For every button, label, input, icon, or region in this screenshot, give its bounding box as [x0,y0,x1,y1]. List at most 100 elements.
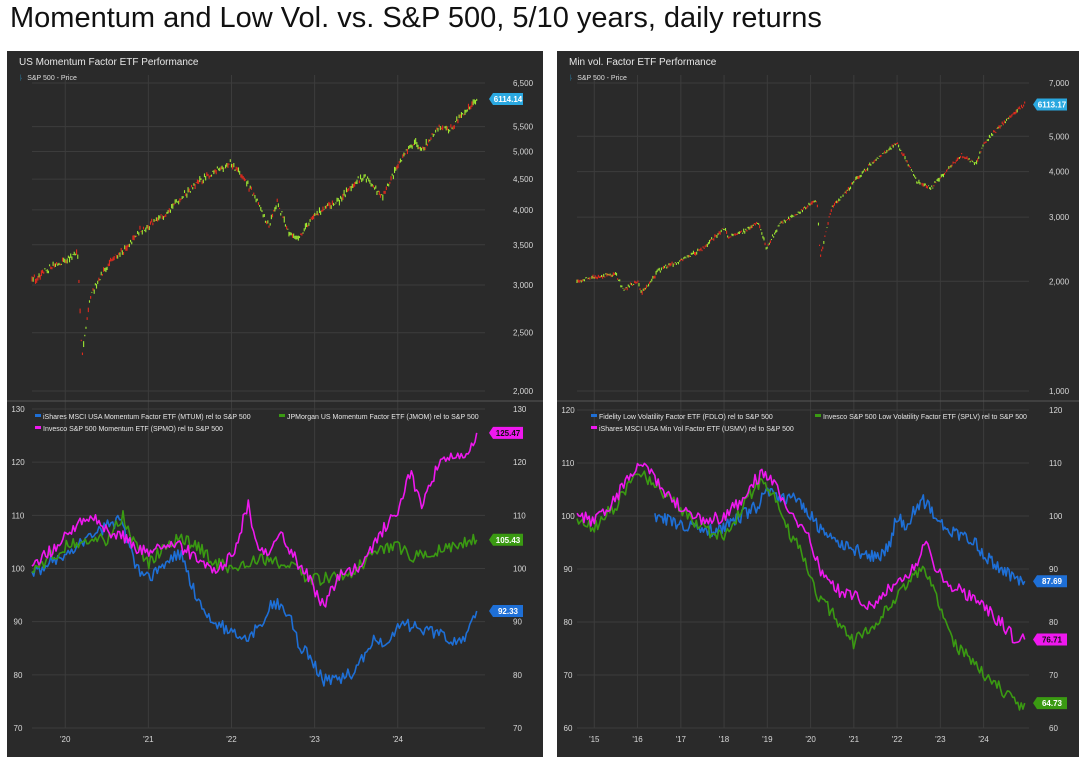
x-tick-label: '18 [719,735,730,744]
price-last-tag [489,92,523,105]
price-tick-label: 3,000 [1049,213,1070,222]
rel-tick-label-left: 120 [561,406,575,415]
x-tick-label: '22 [226,735,237,744]
rel-tick-label-left: 100 [11,565,25,574]
series-last-green-tag-label: 64.73 [1042,699,1063,708]
x-tick-label: '21 [143,735,154,744]
series-last-magenta-tag [1033,633,1067,646]
x-tick-label: '20 [60,735,71,744]
series-line-blue [31,514,478,687]
price-marker-icon: ᚿ [569,75,574,82]
rel-tick-label-right: 70 [513,724,522,733]
price-last-tag-label: 6113.17 [1038,100,1067,109]
rel-tick-label-right: 130 [513,405,527,414]
x-tick-label: '21 [849,735,860,744]
series-line-green [576,470,1026,711]
series-last-magenta-tag [489,426,523,439]
momentum-price-label-text: S&P 500 - Price [27,75,77,82]
series-last-green-tag-label: 105.43 [496,536,521,545]
series-last-green-tag [489,533,523,546]
price-tick-label: 2,000 [1049,277,1070,286]
rel-tick-label-right: 110 [513,511,526,520]
legend-swatch-blue [591,414,597,417]
rel-tick-label-left: 100 [561,512,575,521]
legend-label-magenta: Invesco S&P 500 Momentum ETF (SPMO) rel … [43,426,223,433]
x-tick-label: '20 [805,735,816,744]
price-tick-label: 4,000 [1049,168,1070,177]
minvol-price-label-text: S&P 500 - Price [577,75,627,82]
legend-label-green: Invesco S&P 500 Low Volatility Factor ET… [823,414,1027,421]
legend-label-blue: iShares MSCI USA Momentum Factor ETF (MT… [43,414,251,421]
legend-swatch-green [815,414,821,417]
rel-tick-label-right: 90 [1049,565,1058,574]
momentum-panel: 2,000 2,500 3,000 3,500 4,000 4,500 5,000 5,500… [7,51,543,757]
price-tick-label: 3,500 [513,241,534,250]
price-tick-label: 5,000 [1049,132,1070,141]
minvol-panel-title: Min vol. Factor ETF Performance [569,57,717,68]
momentum-panel-title: US Momentum Factor ETF Performance [19,57,199,68]
legend-swatch-magenta [591,426,597,429]
price-tick-label: 2,500 [513,329,534,338]
rel-tick-label-right: 100 [513,565,527,574]
minvol-price-label: ᚿ S&P 500 - Price [569,75,627,82]
rel-tick-label-right: 80 [1049,618,1058,627]
price-marker-icon: ᚿ [19,75,24,82]
price-tick-label: 7,000 [1049,79,1070,88]
x-tick-label: '23 [935,735,946,744]
rel-tick-label-right: 110 [1049,459,1062,468]
rel-tick-label-left: 70 [564,671,573,680]
price-tick-label: 4,500 [513,175,534,184]
legend-swatch-green [279,414,285,417]
price-tick-label: 1,000 [1049,387,1070,396]
legend-label-magenta: iShares MSCI USA Min Vol Factor ETF (USM… [599,426,794,433]
rel-tick-label-left: 80 [14,671,23,680]
rel-tick-label-left: 70 [14,724,23,733]
rel-tick-label-left: 90 [564,565,573,574]
rel-tick-label-right: 120 [513,458,527,467]
series-last-magenta-tag-label: 76.71 [1042,635,1063,644]
rel-tick-label-right: 70 [1049,671,1058,680]
minvol-chart-svg: 1,000 2,000 3,000 4,000 5,000 7,000 '15 '16 '17 '… [557,75,1079,744]
series-last-blue-tag-label: 92.33 [498,607,519,616]
x-tick-label: '16 [632,735,643,744]
rel-tick-label-left: 90 [14,618,23,627]
x-tick-label: '24 [978,735,989,744]
rel-tick-label-right: 90 [513,618,522,627]
x-tick-label: '22 [892,735,903,744]
price-tick-label: 3,000 [513,281,534,290]
x-tick-label: '23 [309,735,320,744]
series-last-blue-tag [1033,575,1067,588]
rel-tick-label-right: 100 [1049,512,1063,521]
rel-tick-label-right: 80 [513,671,522,680]
price-tick-label: 6,500 [513,79,534,88]
price-tick-label: 5,000 [513,148,534,157]
series-line-blue [654,487,1026,586]
series-line-green [31,510,478,586]
series-line-magenta [576,462,1026,644]
rel-tick-label-left: 130 [11,405,25,414]
momentum-price-label: ᚿ S&P 500 - Price [19,75,77,82]
legend-label-green: JPMorgan US Momentum Factor ETF (JMOM) r… [287,414,479,421]
x-tick-label: '15 [589,735,600,744]
price-last-tag-label: 6114.14 [494,95,523,104]
x-tick-label: '24 [393,735,404,744]
series-last-magenta-tag-label: 125.47 [496,429,521,438]
series-last-blue-tag [489,605,523,618]
x-tick-label: '17 [676,735,687,744]
price-tick-label: 2,000 [513,387,534,396]
minvol-panel: 1,000 2,000 3,000 4,000 5,000 7,000 '15 '16 '17 '… [557,51,1079,757]
series-line-magenta [31,432,478,608]
legend-swatch-blue [35,414,41,417]
rel-tick-label-left: 110 [562,459,575,468]
x-tick-label: '19 [762,735,773,744]
rel-tick-label-right: 120 [1049,406,1063,415]
legend-label-blue: Fidelity Low Volatility Factor ETF (FDLO… [599,414,773,421]
momentum-chart-svg: 2,000 2,500 3,000 3,500 4,000 4,500 5,000 5,500… [7,75,543,744]
price-tick-label: 5,500 [513,123,534,132]
series-last-blue-tag-label: 87.69 [1042,577,1063,586]
rel-tick-label-left: 60 [564,724,573,733]
rel-tick-label-right: 60 [1049,724,1058,733]
rel-tick-label-left: 120 [11,458,25,467]
page-title: Momentum and Low Vol. vs. S&P 500, 5/10 … [10,2,822,34]
rel-tick-label-left: 110 [12,511,25,520]
